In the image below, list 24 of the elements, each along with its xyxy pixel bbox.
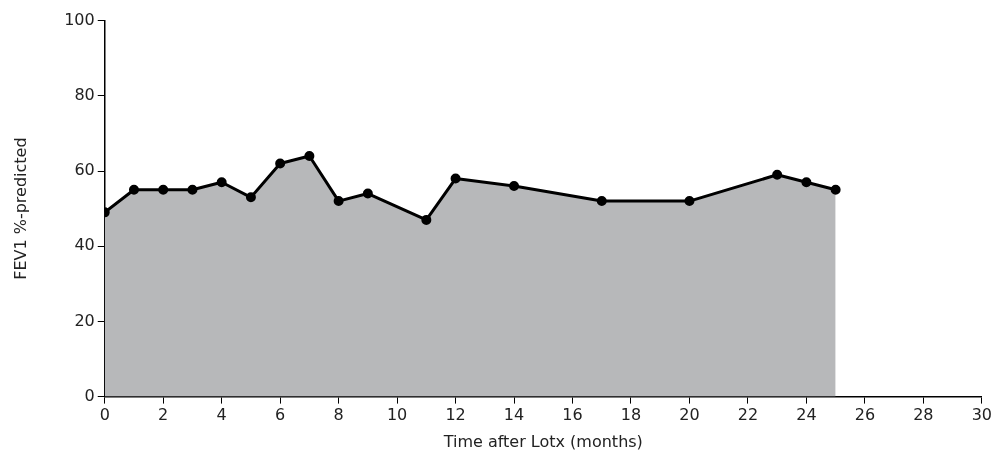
x-tick-label: 26	[854, 405, 876, 425]
y-tick-label: 80	[74, 84, 95, 104]
y-tick-label: 40	[74, 235, 95, 255]
x-tick-label: 4	[216, 405, 227, 425]
x-tick-label: 14	[503, 405, 525, 425]
y-tick-label: 60	[74, 160, 95, 180]
x-tick-label: 28	[913, 405, 934, 425]
x-tick-label: 16	[562, 405, 583, 425]
x-tick-label: 8	[333, 405, 344, 425]
y-axis-title: FEV1 %-predicted	[10, 137, 30, 280]
x-tick-label: 22	[737, 405, 759, 425]
x-tick-label: 10	[386, 405, 408, 425]
x-tick-label: 12	[445, 405, 466, 425]
x-axis-title: Time after Lotx (months)	[442, 431, 643, 451]
x-tick-label: 18	[620, 405, 642, 425]
y-tick-label: 20	[74, 310, 95, 330]
x-tick-label: 2	[158, 405, 169, 425]
x-tick-label: 24	[796, 405, 817, 425]
x-tick-label: 0	[99, 405, 110, 425]
y-tick-label: 100	[64, 9, 95, 29]
x-tick-label: 30	[971, 405, 992, 425]
x-tick-label: 6	[275, 405, 286, 425]
y-tick-label: 0	[84, 385, 95, 405]
x-tick-label: 20	[679, 405, 700, 425]
